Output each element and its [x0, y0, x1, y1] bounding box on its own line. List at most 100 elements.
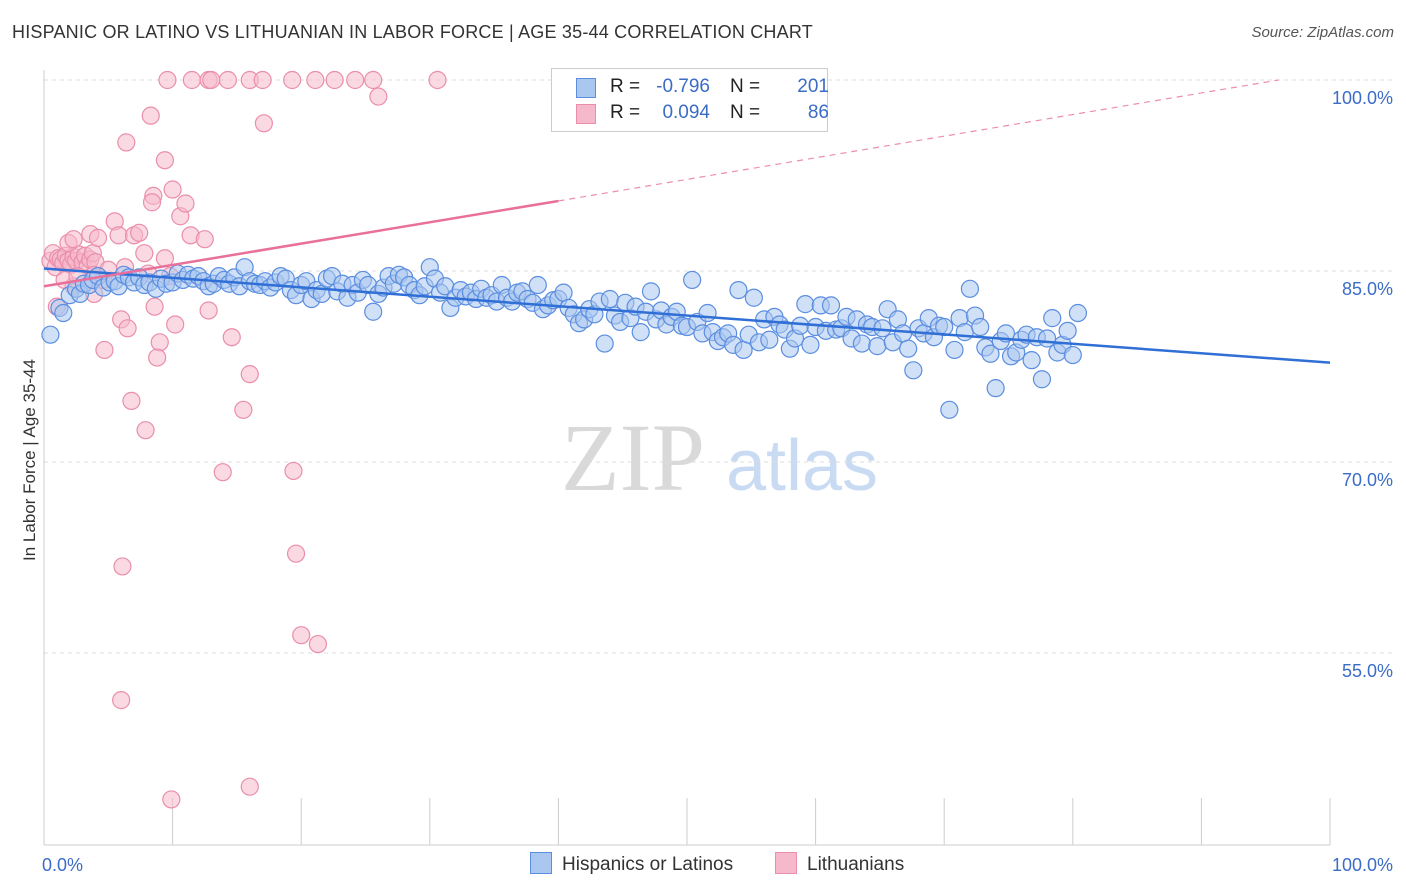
legend-label-hispanics: Hispanics or Latinos [562, 854, 734, 875]
lithuanian-point [254, 114, 274, 133]
lithuanian-point [150, 333, 169, 352]
correlation-legend: R = -0.796 N = 201 R = 0.094 N = 86 [551, 68, 829, 132]
lithuanian-point [308, 634, 328, 654]
lithuanian-point [240, 365, 259, 384]
lithuanian-point [163, 180, 182, 199]
lithuanian-point [113, 557, 132, 576]
hispanic-point [698, 303, 717, 323]
lithuanian-point [122, 391, 141, 410]
hispanic-point [744, 288, 763, 307]
x-tick-label: 0.0% [42, 855, 83, 875]
lithuanian-point [195, 230, 214, 249]
lithuanian-point [155, 151, 174, 170]
legend-swatch-pink [576, 104, 596, 124]
lithuanian-point [284, 461, 303, 481]
legend-r-label: R = [610, 102, 641, 123]
legend-n-value: 201 [797, 76, 829, 97]
bottom-legend-lithuanians: Lithuanians [775, 852, 904, 876]
hispanic-point [528, 275, 547, 295]
trend-lines [43, 79, 1331, 364]
lithuanian-point [130, 223, 149, 242]
lithuanian-point [325, 70, 344, 90]
axes [43, 70, 1331, 846]
y-tick-label: 100.0% [1332, 88, 1393, 108]
lithuanian-point [283, 70, 302, 90]
legend-r-label: R = [610, 76, 641, 97]
lithuanian-point [222, 328, 241, 347]
hispanic-point [554, 283, 573, 302]
watermark-atlas: atlas [726, 426, 878, 506]
lithuanian-point [364, 70, 383, 90]
lithuanian-trend-extension [558, 79, 1279, 202]
hispanic-point [801, 335, 820, 354]
series-lithuanians [41, 70, 447, 809]
hispanic-point [940, 400, 959, 419]
legend-r-value: -0.796 [656, 76, 710, 97]
lithuanian-point [306, 70, 325, 90]
hispanic-trend-line [43, 267, 1331, 364]
lithuanian-point [286, 544, 306, 563]
lithuanian-point [64, 230, 83, 249]
legend-r-value: 0.094 [662, 102, 710, 123]
lithuanian-point [218, 70, 237, 90]
lithuanian-point [182, 70, 201, 90]
source-label: Source: ZipAtlas.com [1251, 24, 1394, 41]
hispanic-point [631, 323, 650, 342]
hispanic-point [1068, 303, 1088, 323]
watermark-zip: ZIP [561, 404, 705, 511]
lithuanian-point [213, 463, 232, 482]
lithuanian-point [109, 226, 128, 245]
hispanic-point [971, 317, 990, 337]
lithuanian-point [166, 315, 185, 334]
chart-title: HISPANIC OR LATINO VS LITHUANIAN IN LABO… [12, 22, 813, 42]
lithuanian-point [88, 228, 108, 247]
hispanic-point [791, 316, 810, 335]
y-tick-label: 70.0% [1342, 470, 1393, 490]
lithuanian-point [95, 340, 114, 360]
hispanic-point [1043, 309, 1062, 328]
lithuanian-point [136, 421, 155, 440]
hispanic-point [868, 337, 887, 356]
hispanic-point [54, 303, 73, 323]
lithuanian-point [135, 244, 154, 263]
legend-swatch-blue [530, 852, 552, 874]
hispanic-point [683, 270, 702, 290]
hispanic-point [1063, 345, 1082, 365]
y-tick-label: 85.0% [1342, 279, 1393, 299]
legend-swatch-pink [775, 852, 797, 874]
hispanic-point [796, 295, 815, 314]
tick-labels: 100.0% 85.0% 70.0% 55.0% 0.0% 100.0% [42, 88, 1393, 875]
lithuanian-point [240, 777, 259, 796]
series-hispanics [41, 258, 1088, 419]
bottom-legend-hispanics: Hispanics or Latinos [530, 852, 733, 876]
watermark: ZIP atlas [561, 404, 878, 511]
lithuanian-point [142, 193, 162, 212]
lithuanian-point [199, 301, 218, 320]
lithuanian-point [148, 348, 167, 367]
lithuanian-point [112, 691, 131, 710]
lithuanian-point [369, 87, 388, 106]
hispanic-point [1022, 351, 1041, 370]
hispanic-point [1037, 329, 1057, 348]
hispanic-point [899, 339, 918, 358]
hispanic-point [1032, 370, 1052, 389]
lithuanian-point [202, 70, 221, 90]
lithuanian-point [162, 790, 181, 809]
hispanic-point [981, 344, 1000, 363]
hispanic-point [734, 340, 753, 360]
lithuanian-point [141, 106, 160, 125]
hispanic-point [729, 281, 748, 300]
legend-n-label: N = [730, 76, 761, 97]
lithuanian-point [145, 297, 164, 316]
lithuanian-point [176, 194, 195, 213]
lithuanian-point [428, 70, 447, 90]
lithuanian-point [158, 70, 177, 90]
hispanic-point [893, 324, 913, 343]
lithuanian-point [346, 70, 365, 90]
x-tick-label: 100.0% [1332, 855, 1393, 875]
hispanic-point [821, 296, 841, 315]
lithuanian-point [292, 626, 311, 645]
hispanic-point [986, 379, 1005, 398]
hispanic-point [41, 325, 60, 344]
hispanic-point [904, 361, 923, 380]
